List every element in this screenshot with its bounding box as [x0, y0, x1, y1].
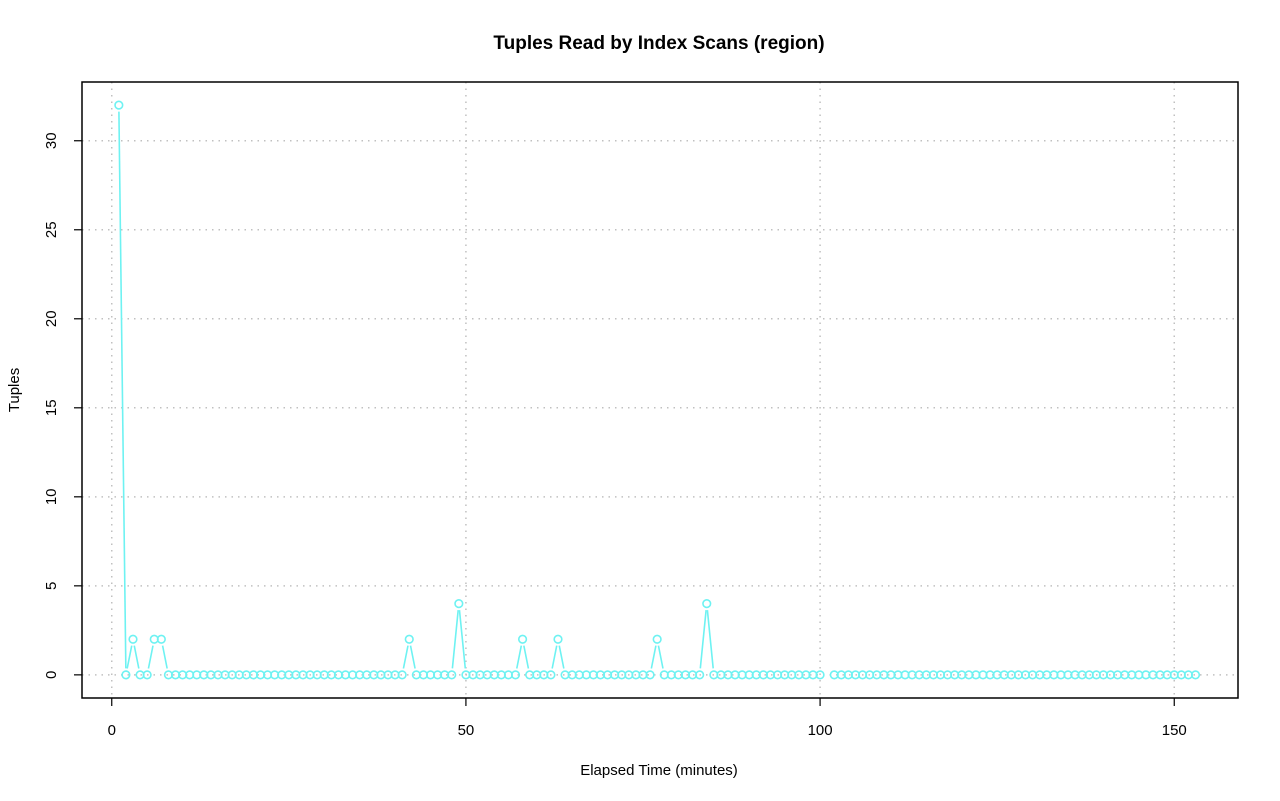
series-line-segment — [558, 645, 565, 669]
data-point — [128, 634, 138, 644]
series-line-segment — [409, 645, 416, 669]
data-point — [121, 670, 131, 680]
series-line-segment — [706, 610, 714, 669]
series-line-segment — [515, 645, 523, 669]
series-line-segment — [458, 610, 467, 669]
series-line-segment — [650, 645, 657, 669]
series-line-segment — [551, 645, 558, 669]
series — [114, 100, 1201, 680]
data-point — [553, 634, 563, 644]
data-point — [517, 634, 528, 644]
series-line-segment — [126, 645, 133, 669]
series-line-segment — [402, 645, 409, 669]
y-tick-label: 15 — [43, 399, 60, 416]
data-point — [652, 634, 662, 644]
data-point — [1190, 670, 1201, 680]
series-line-segment — [161, 645, 168, 669]
series-line-segment — [523, 645, 530, 669]
data-point — [695, 670, 705, 680]
x-axis: 0 50 100 150 — [108, 698, 1187, 739]
x-tick-label: 100 — [808, 722, 833, 739]
x-tick-label: 150 — [1162, 722, 1187, 739]
y-tick-label: 25 — [43, 221, 60, 238]
y-axis: 0 5 10 15 20 25 30 — [43, 132, 82, 679]
data-point — [454, 599, 464, 609]
data-point — [142, 670, 152, 680]
y-axis-label: Tuples — [6, 368, 23, 412]
y-tick-label: 5 — [43, 582, 60, 590]
y-tick-label: 0 — [43, 671, 60, 679]
data-point — [702, 599, 712, 609]
y-tick-label: 30 — [43, 132, 60, 149]
data-point — [510, 670, 521, 680]
series-line-segment — [451, 610, 459, 669]
chart-title: Tuples Read by Index Scans (region) — [493, 33, 824, 54]
data-point — [546, 670, 556, 680]
series-line-segment — [657, 645, 664, 669]
data-point — [447, 670, 457, 680]
y-tick-label: 20 — [43, 310, 60, 327]
grid — [82, 82, 1238, 698]
x-axis-label: Elapsed Time (minutes) — [580, 762, 738, 779]
series-line-segment — [699, 610, 707, 669]
data-point — [397, 670, 407, 680]
data-point — [815, 670, 825, 680]
series-line-segment — [133, 645, 140, 669]
data-point — [645, 670, 655, 680]
series-line-segment — [118, 111, 127, 669]
data-point — [404, 634, 414, 644]
x-tick-label: 0 — [108, 722, 116, 739]
data-point — [114, 100, 124, 110]
x-tick-label: 50 — [458, 722, 475, 739]
plot-frame — [81, 81, 1239, 699]
data-point — [156, 634, 166, 644]
series-line-segment — [147, 645, 154, 669]
y-tick-label: 10 — [43, 488, 60, 505]
